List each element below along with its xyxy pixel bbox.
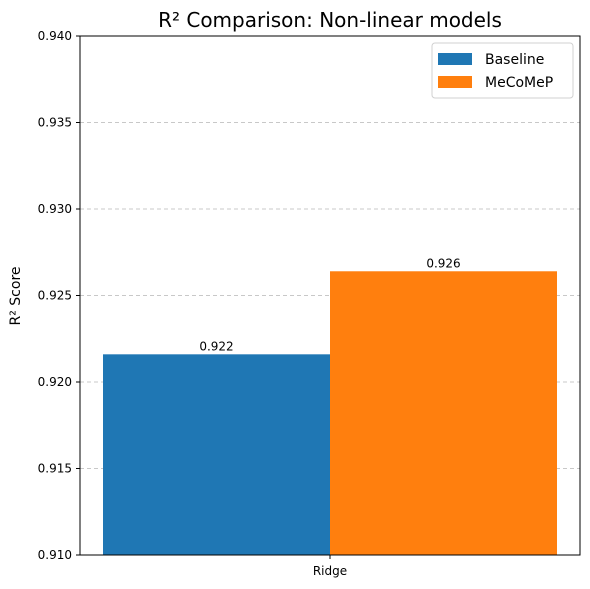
bar-value-label: 0.926 <box>426 256 460 270</box>
y-tick-label: 0.925 <box>38 289 72 303</box>
y-tick-label: 0.920 <box>38 375 72 389</box>
y-tick-label: 0.910 <box>38 548 72 562</box>
legend-label: MeCoMeP <box>485 75 553 91</box>
bar-labels: 0.922 0.926 <box>199 256 460 353</box>
bar-baseline <box>103 354 330 555</box>
y-tick-label: 0.935 <box>38 116 72 130</box>
bars <box>103 271 557 555</box>
chart-title: R² Comparison: Non-linear models <box>158 8 502 32</box>
y-axis-label: R² Score <box>8 266 24 325</box>
legend: Baseline MeCoMeP <box>431 42 574 99</box>
y-tick-label: 0.940 <box>38 29 72 43</box>
y-axis-ticks: 0.910 0.915 0.920 0.925 0.930 0.935 0.940 <box>38 29 80 562</box>
y-tick-label: 0.915 <box>38 462 72 476</box>
y-tick-label: 0.930 <box>38 202 72 216</box>
legend-swatch <box>438 53 472 65</box>
legend-swatch <box>438 76 472 88</box>
bar-mecomep <box>330 271 557 555</box>
x-tick-label: Ridge <box>313 564 347 578</box>
legend-label: Baseline <box>485 52 544 68</box>
bar-value-label: 0.922 <box>199 339 233 353</box>
x-axis-ticks: Ridge <box>313 555 347 578</box>
